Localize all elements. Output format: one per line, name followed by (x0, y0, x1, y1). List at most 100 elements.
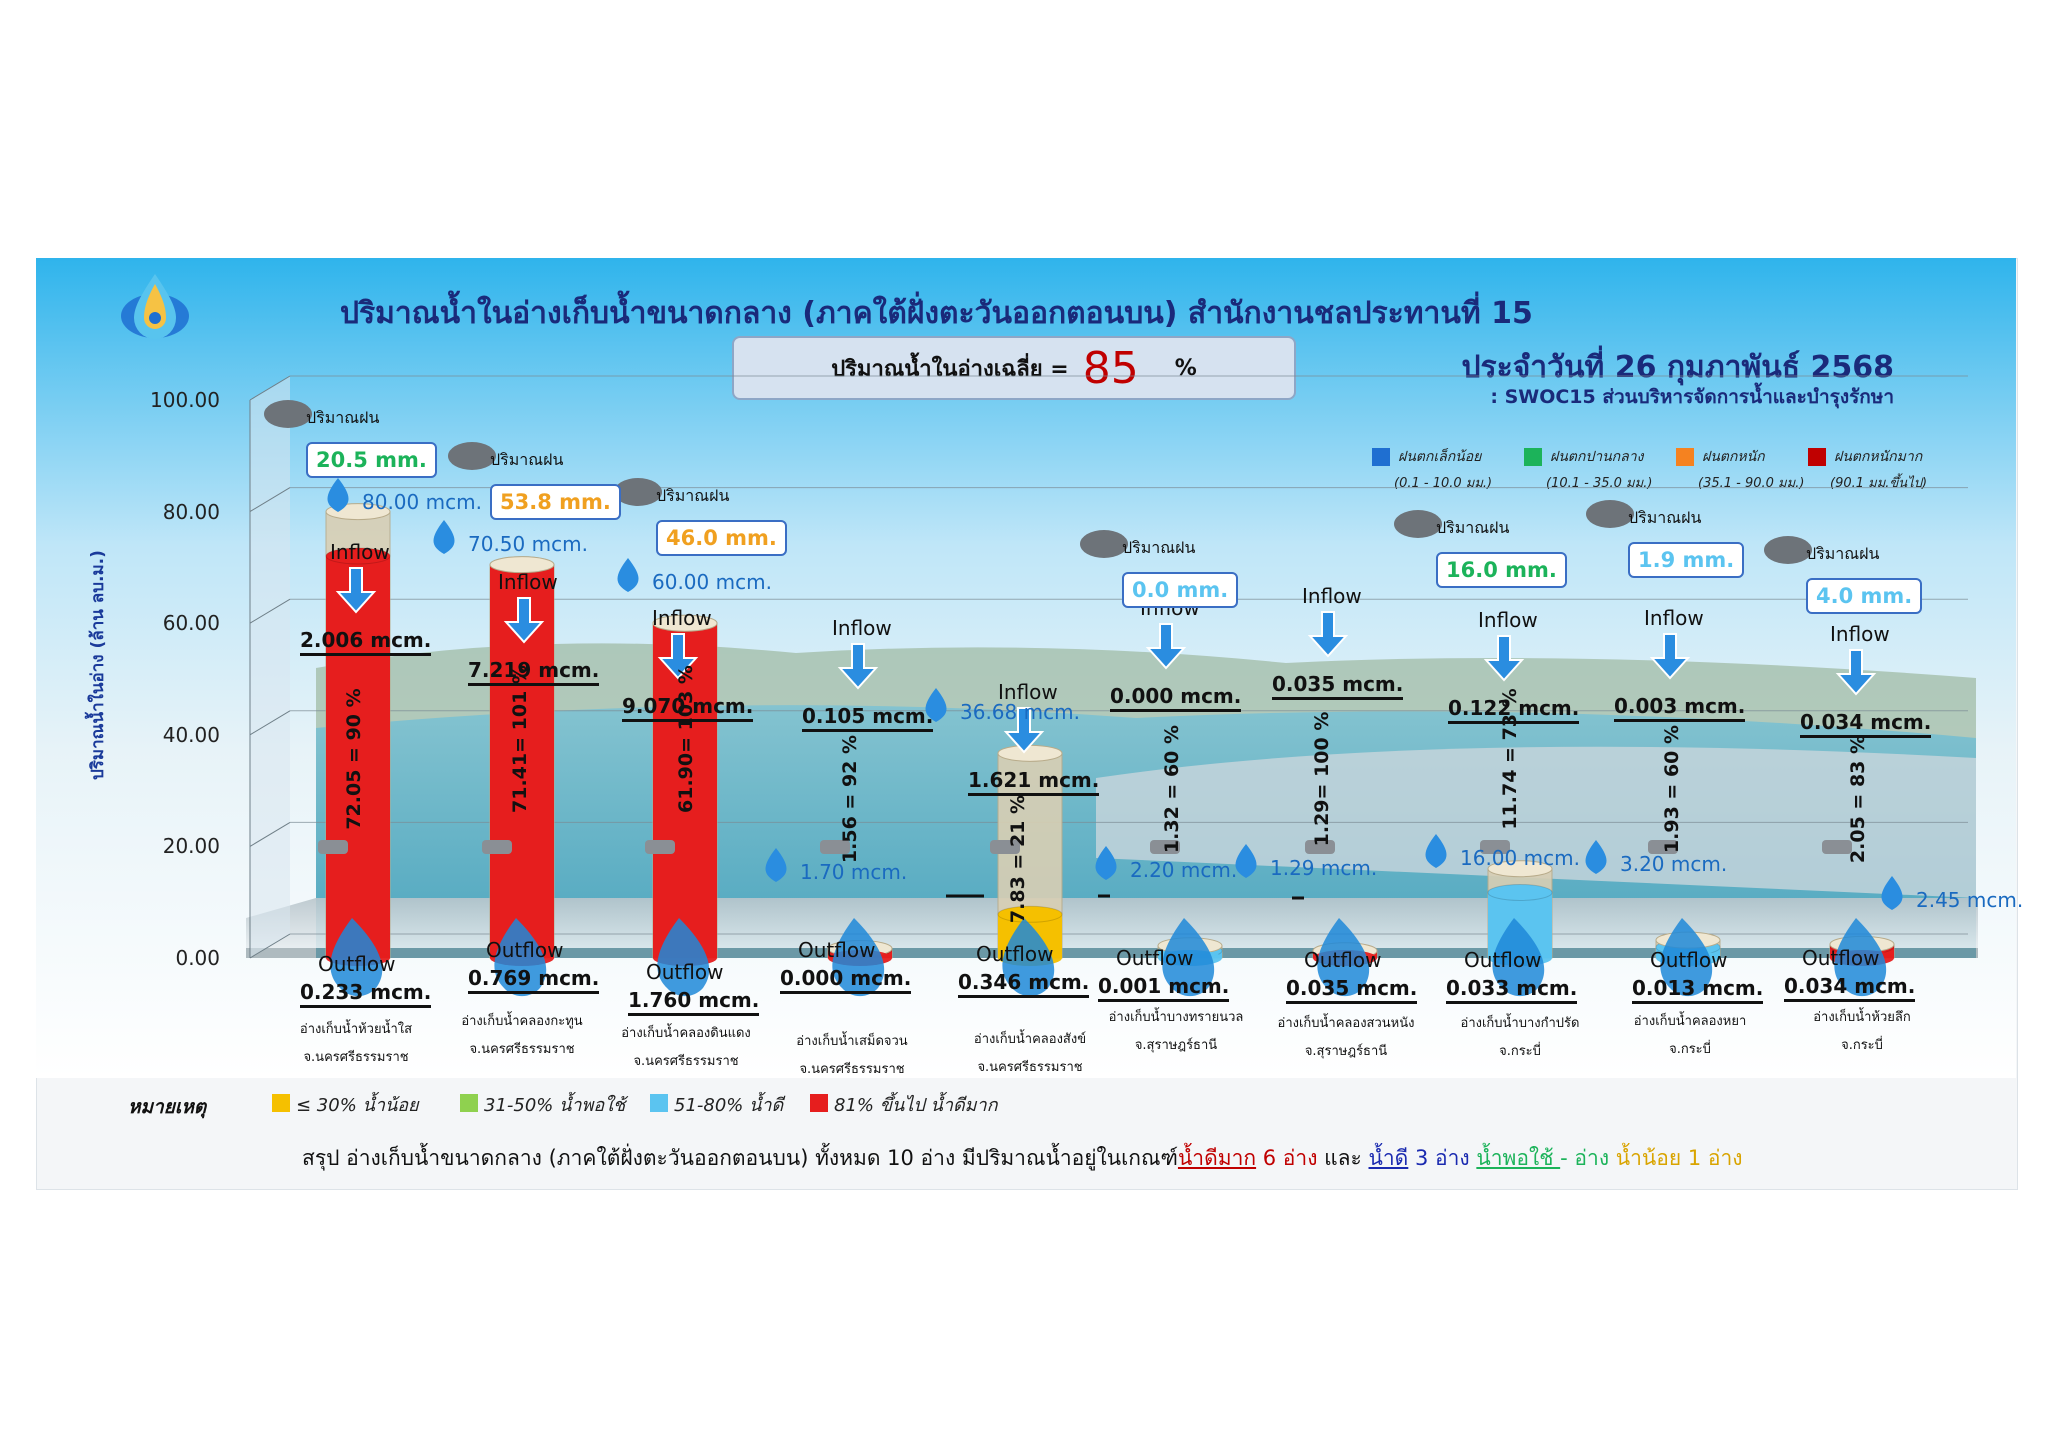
outflow-label: Outflow (1304, 948, 1382, 972)
rain-label: ปริมาณฝน (490, 450, 564, 469)
reservoir-name: อ่างเก็บน้ำบางทรายนวล จ.สุราษฎร์ธานี (1076, 1004, 1276, 1060)
outflow-value: 0.346 mcm. (958, 970, 1090, 998)
rain-label: ปริมาณฝน (1122, 538, 1196, 557)
reservoir-title: อ่างเก็บน้ำห้วยน้ำใส (299, 1022, 413, 1037)
outflow-drop-icon (494, 918, 547, 997)
reservoir-name: อ่างเก็บน้ำห้วยลึก จ.กระบี่ (1762, 1004, 1962, 1060)
y-tick-label: 0.00 (175, 946, 220, 970)
inflow-arrow-icon (335, 567, 377, 614)
outflow-label: Outflow (1650, 948, 1728, 972)
reservoir-province: จ.สุราษฎร์ธานี (1304, 1044, 1388, 1059)
outflow-drop-icon (1162, 918, 1215, 997)
summary-very-good-count: 6 อ่าง (1256, 1146, 1318, 1170)
rain-legend-swatch (1372, 448, 1390, 466)
capacity-top (652, 614, 718, 632)
rain-cloud-icon (1586, 500, 1634, 528)
faucet-icon (1648, 840, 1678, 854)
inflow-label: Inflow (498, 570, 558, 594)
outflow-drop-icon (330, 918, 383, 997)
reservoir-title: อ่างเก็บน้ำคลองสังข์ (973, 1032, 1087, 1047)
outflow-label: Outflow (646, 960, 724, 984)
outflow-drop-icon (1834, 918, 1887, 997)
reservoir-name: อ่างเก็บน้ำคลองกะทูน จ.นครศรีธรรมราช (422, 1008, 622, 1064)
capacity-label: 80.00 mcm. (362, 490, 482, 514)
outflow-value: 0.035 mcm. (1286, 976, 1418, 1004)
summary-very-good: น้ำดีมาก (1177, 1146, 1257, 1170)
volume-percent-label: 72.05 = 90 % (343, 688, 365, 830)
outflow-label: Outflow (976, 942, 1054, 966)
reservoir-title: อ่างเก็บน้ำคลองดินแดง (621, 1026, 751, 1041)
grid-line-depth (249, 487, 291, 513)
water-drop-icon (1881, 876, 1903, 910)
summary-fair-count: - อ่าง (1560, 1146, 1616, 1170)
reservoir-province: จ.นครศรีธรรมราช (633, 1054, 739, 1069)
rain-cloud-icon (1764, 536, 1812, 564)
inflow-value: 2.006 mcm. (300, 628, 432, 656)
reservoir-title: อ่างเก็บน้ำเสม็ดจวน (796, 1034, 908, 1049)
reservoir-title: อ่างเก็บน้ำบางทรายนวล (1108, 1010, 1244, 1025)
outflow-label: Outflow (1802, 946, 1880, 970)
outflow-value: 0.034 mcm. (1784, 974, 1916, 1002)
summary-low: น้ำน้อย (1615, 1146, 1682, 1170)
summary-prefix: สรุป อ่างเก็บน้ำขนาดกลาง (ภาคใต้ฝั่งตะวั… (302, 1146, 1178, 1170)
volume-percent-label: 1.93 = 60 % (1661, 724, 1683, 854)
capacity-label: 3.20 mcm. (1620, 852, 1728, 876)
faucet-icon (1480, 840, 1510, 854)
rain-legend-label: ฝนตกหนักมาก (1834, 449, 1923, 465)
inflow-label: Inflow (998, 680, 1058, 704)
grid-line-depth (249, 375, 291, 401)
rain-legend-label: ฝนตกหนัก (1702, 449, 1765, 465)
rain-label: ปริมาณฝน (1628, 508, 1702, 527)
average-value: 85 (1082, 342, 1139, 394)
summary-fair: น้ำพอใช้ (1476, 1146, 1561, 1170)
summary-good-count: 3 อ่าง (1408, 1146, 1477, 1170)
inflow-value: 0.105 mcm. (802, 704, 934, 732)
rain-label: ปริมาณฝน (1806, 544, 1880, 563)
grid-line-depth (249, 710, 291, 736)
volume-bar (326, 555, 390, 958)
inflow-value: 0.035 mcm. (1272, 672, 1404, 700)
volume-percent-label: 1.56 = 92 % (839, 734, 861, 864)
average-label: ปริมาณน้ำในอ่างเฉลี่ย = (831, 356, 1069, 382)
reservoir-title: อ่างเก็บน้ำห้วยลึก (1813, 1010, 1911, 1025)
legend-title: หมายเหตุ (128, 1096, 207, 1118)
reservoir-name: อ่างเก็บน้ำคลองสวนหนัง จ.สุราษฎร์ธานี (1246, 1010, 1446, 1066)
faucet-icon (1150, 840, 1180, 854)
level-legend-swatch (650, 1094, 668, 1112)
summary-good: น้ำดี (1368, 1146, 1409, 1170)
volume-top (1487, 883, 1553, 901)
y-tick-label: 100.00 (150, 388, 220, 412)
reservoir-name: อ่างเก็บน้ำคลองหยา จ.กระบี่ (1590, 1008, 1790, 1064)
inflow-arrow-icon (837, 643, 879, 690)
water-drop-icon (925, 688, 947, 722)
outflow-drop-icon (1660, 918, 1713, 997)
volume-percent-label: 2.05 = 83 % (1847, 734, 1869, 864)
organization: : SWOC15 ส่วนบริหารจัดการน้ำและบำรุงรักษ… (1490, 386, 1894, 408)
level-legend-label: 31-50% น้ำพอใช้ (484, 1095, 626, 1116)
water-drop-icon (1425, 834, 1447, 868)
inflow-label: Inflow (330, 540, 390, 564)
outflow-drop-icon (657, 918, 710, 997)
capacity-label: 2.20 mcm. (1130, 858, 1238, 882)
inflow-arrow-icon (1003, 707, 1045, 754)
water-drop-icon (433, 520, 455, 554)
level-legend-swatch (810, 1094, 828, 1112)
rain-label: ปริมาณฝน (306, 408, 380, 427)
grid-line-depth (249, 933, 291, 959)
agency-logo (110, 266, 200, 356)
rain-label: ปริมาณฝน (656, 486, 730, 505)
capacity-label: 1.29 mcm. (1270, 856, 1378, 880)
inflow-value: 0.122 mcm. (1448, 696, 1580, 724)
outflow-label: Outflow (798, 938, 876, 962)
rain-cloud-icon (264, 400, 312, 428)
rain-legend-label: ฝนตกปานกลาง (1550, 449, 1644, 465)
faucet-icon (990, 840, 1020, 854)
grid-line-depth (249, 598, 291, 624)
inflow-value: 7.219 mcm. (468, 658, 600, 686)
inflow-arrow-icon (1835, 649, 1877, 696)
outflow-label: Outflow (318, 952, 396, 976)
volume-top (997, 905, 1063, 923)
outflow-drop-icon (1002, 918, 1055, 997)
capacity-top (489, 556, 555, 574)
